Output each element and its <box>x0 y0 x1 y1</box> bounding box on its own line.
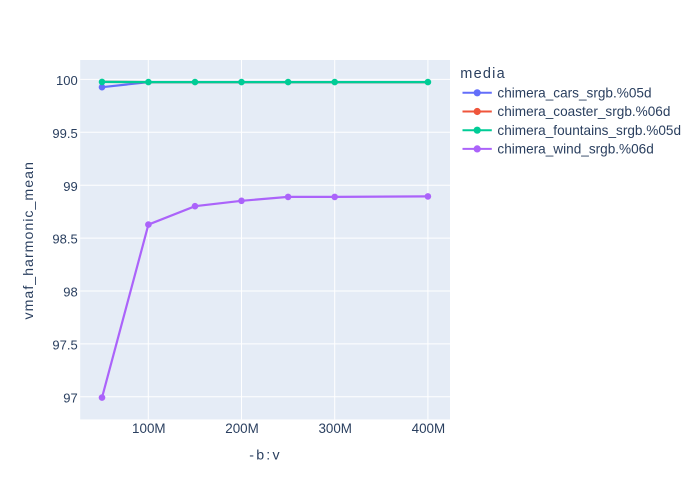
svg-text:vmaf_harmonic_mean: vmaf_harmonic_mean <box>21 161 37 319</box>
svg-text:98: 98 <box>63 285 77 300</box>
svg-text:300M: 300M <box>318 421 352 436</box>
svg-text:100M: 100M <box>132 421 166 436</box>
svg-text:media: media <box>460 66 506 82</box>
svg-text:97: 97 <box>63 390 77 405</box>
svg-text:400M: 400M <box>412 421 446 436</box>
svg-text:-b:v: -b:v <box>249 448 281 464</box>
svg-text:chimera_wind_srgb.%06d: chimera_wind_srgb.%06d <box>497 142 653 157</box>
svg-text:chimera_cars_srgb.%05d: chimera_cars_srgb.%05d <box>497 85 651 100</box>
svg-text:99: 99 <box>63 179 77 194</box>
svg-text:99.5: 99.5 <box>52 126 77 141</box>
svg-text:200M: 200M <box>225 421 259 436</box>
svg-text:100: 100 <box>56 73 78 88</box>
svg-text:chimera_coaster_srgb.%06d: chimera_coaster_srgb.%06d <box>497 104 670 119</box>
svg-text:97.5: 97.5 <box>52 338 77 353</box>
svg-text:98.5: 98.5 <box>52 232 77 247</box>
svg-text:chimera_fountains_srgb.%05d: chimera_fountains_srgb.%05d <box>497 123 681 138</box>
